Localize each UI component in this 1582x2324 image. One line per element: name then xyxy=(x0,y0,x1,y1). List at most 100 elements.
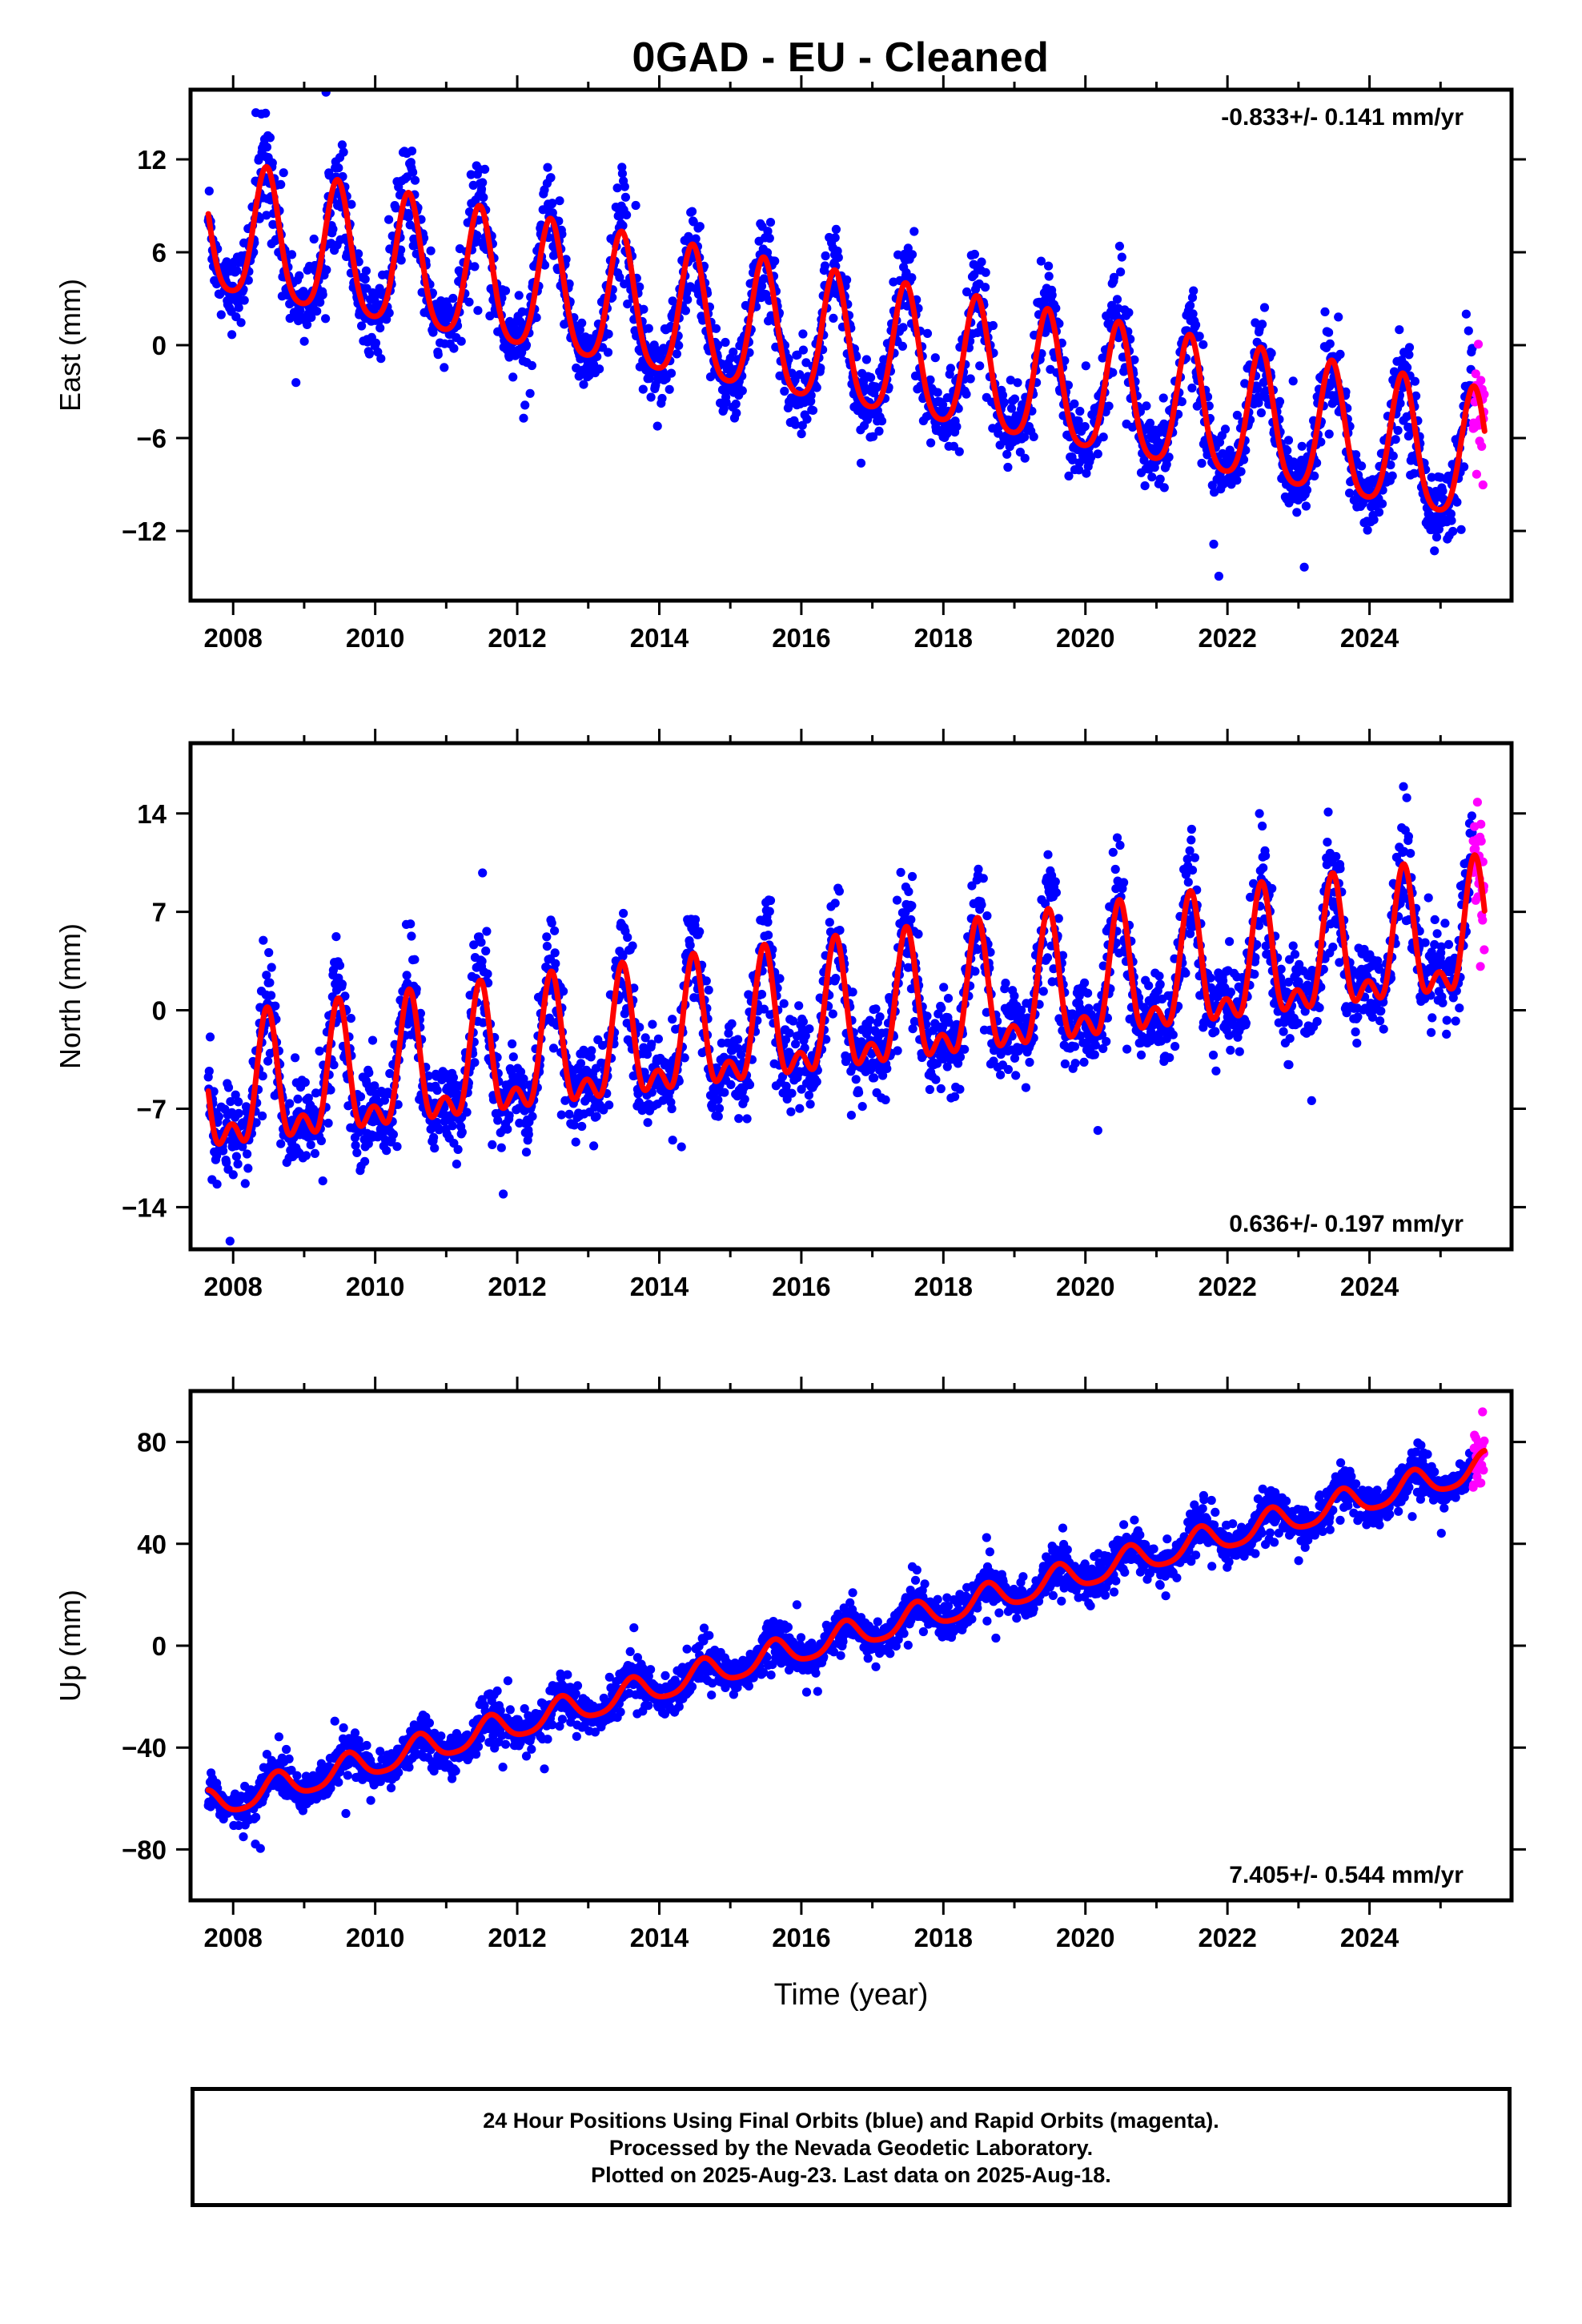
final-orbit-point xyxy=(949,441,958,451)
final-orbit-point xyxy=(234,303,243,312)
final-orbit-point xyxy=(668,1015,677,1024)
final-orbit-point xyxy=(1083,988,1093,998)
final-orbit-point xyxy=(775,974,785,983)
final-orbit-point xyxy=(1068,455,1078,465)
final-orbit-point xyxy=(528,1112,537,1121)
final-orbit-point xyxy=(846,1111,856,1120)
final-orbit-point xyxy=(685,940,695,950)
final-orbit-point xyxy=(868,432,878,441)
final-orbit-point xyxy=(1393,425,1403,436)
final-orbit-point xyxy=(896,867,905,877)
final-orbit-point xyxy=(1241,445,1251,455)
final-orbit-point xyxy=(337,979,347,989)
final-orbit-point xyxy=(1140,481,1150,491)
final-orbit-point xyxy=(691,234,701,243)
x-tick-label: 2008 xyxy=(204,623,263,653)
y-tick-label: −12 xyxy=(122,517,167,546)
final-orbit-point xyxy=(410,175,420,185)
x-tick-label: 2018 xyxy=(914,623,973,653)
final-orbit-point xyxy=(556,1110,566,1120)
final-orbit-point xyxy=(481,946,491,956)
final-orbit-point xyxy=(233,1159,243,1169)
final-orbit-point xyxy=(261,108,271,118)
final-orbit-point xyxy=(231,1152,241,1161)
final-orbit-point xyxy=(267,963,276,972)
final-orbit-point xyxy=(478,868,488,878)
final-orbit-point xyxy=(1080,978,1090,987)
y-tick-label: 6 xyxy=(152,238,167,267)
final-orbit-point xyxy=(808,405,818,415)
final-orbit-point xyxy=(1054,319,1064,328)
final-orbit-point xyxy=(1464,326,1473,336)
final-orbit-point xyxy=(729,348,738,357)
final-orbit-point xyxy=(1155,474,1165,484)
final-orbit-point xyxy=(1391,435,1400,444)
final-orbit-point xyxy=(1438,486,1447,496)
final-orbit-point xyxy=(856,458,866,468)
final-orbit-point xyxy=(1155,979,1165,989)
final-orbit-point xyxy=(975,361,985,371)
final-orbit-point xyxy=(765,895,776,906)
final-orbit-point xyxy=(476,938,486,947)
final-orbit-point xyxy=(805,1024,814,1034)
final-orbit-point xyxy=(978,874,988,883)
final-orbit-point xyxy=(361,266,371,275)
final-orbit-point xyxy=(1108,368,1118,377)
final-orbit-point xyxy=(713,1095,723,1104)
final-orbit-point xyxy=(1404,343,1415,352)
final-orbit-point xyxy=(478,178,488,187)
final-orbit-point xyxy=(479,192,488,203)
final-orbit-point xyxy=(1334,312,1343,322)
final-orbit-point xyxy=(734,1114,744,1124)
final-orbit-point xyxy=(892,895,902,905)
final-orbit-point xyxy=(1075,406,1085,416)
final-orbit-point xyxy=(1251,318,1260,328)
final-orbit-point xyxy=(367,1035,378,1045)
final-orbit-point xyxy=(476,184,487,194)
final-orbit-point xyxy=(988,320,998,331)
final-orbit-point xyxy=(592,1112,601,1121)
final-orbit-point xyxy=(329,1060,339,1070)
final-orbit-point xyxy=(1447,516,1456,525)
final-orbit-point xyxy=(907,250,917,259)
final-orbit-point xyxy=(473,306,483,316)
final-orbit-point xyxy=(937,1003,946,1013)
final-orbit-point xyxy=(665,384,674,394)
final-orbit-point xyxy=(595,364,604,374)
final-orbit-point xyxy=(223,1083,234,1092)
final-orbit-point xyxy=(1374,508,1384,517)
final-orbit-point xyxy=(443,302,453,312)
final-orbit-point xyxy=(820,261,830,271)
final-orbit-point xyxy=(316,1136,326,1146)
final-orbit-point xyxy=(279,168,288,178)
final-orbit-point xyxy=(938,400,948,409)
final-orbit-point xyxy=(504,1111,514,1120)
final-orbit-point xyxy=(1395,325,1404,335)
final-orbit-point xyxy=(926,375,935,384)
final-orbit-point xyxy=(1010,991,1019,1001)
final-orbit-point xyxy=(690,915,701,924)
final-orbit-point xyxy=(1363,525,1372,535)
final-orbit-point xyxy=(452,1160,462,1169)
final-orbit-point xyxy=(804,1091,814,1100)
final-orbit-point xyxy=(1299,562,1309,572)
final-orbit-point xyxy=(643,1118,652,1128)
final-orbit-point xyxy=(745,1080,755,1090)
final-orbit-point xyxy=(693,289,704,299)
final-orbit-point xyxy=(1102,1036,1111,1047)
final-orbit-point xyxy=(812,1077,821,1087)
east-rate-label: -0.833+/- 0.141 mm/yr xyxy=(1221,104,1464,131)
final-orbit-point xyxy=(559,987,568,996)
final-orbit-point xyxy=(1025,1057,1034,1068)
final-orbit-point xyxy=(981,283,990,292)
final-orbit-point xyxy=(303,320,312,329)
final-orbit-point xyxy=(1011,1071,1021,1080)
final-orbit-point xyxy=(1047,290,1057,300)
final-orbit-point xyxy=(376,354,386,364)
final-orbit-point xyxy=(462,1108,472,1117)
final-orbit-point xyxy=(1187,383,1197,393)
final-orbit-point xyxy=(466,170,476,179)
final-orbit-point xyxy=(829,313,838,323)
final-orbit-point xyxy=(740,1095,749,1104)
final-orbit-point xyxy=(407,147,417,156)
